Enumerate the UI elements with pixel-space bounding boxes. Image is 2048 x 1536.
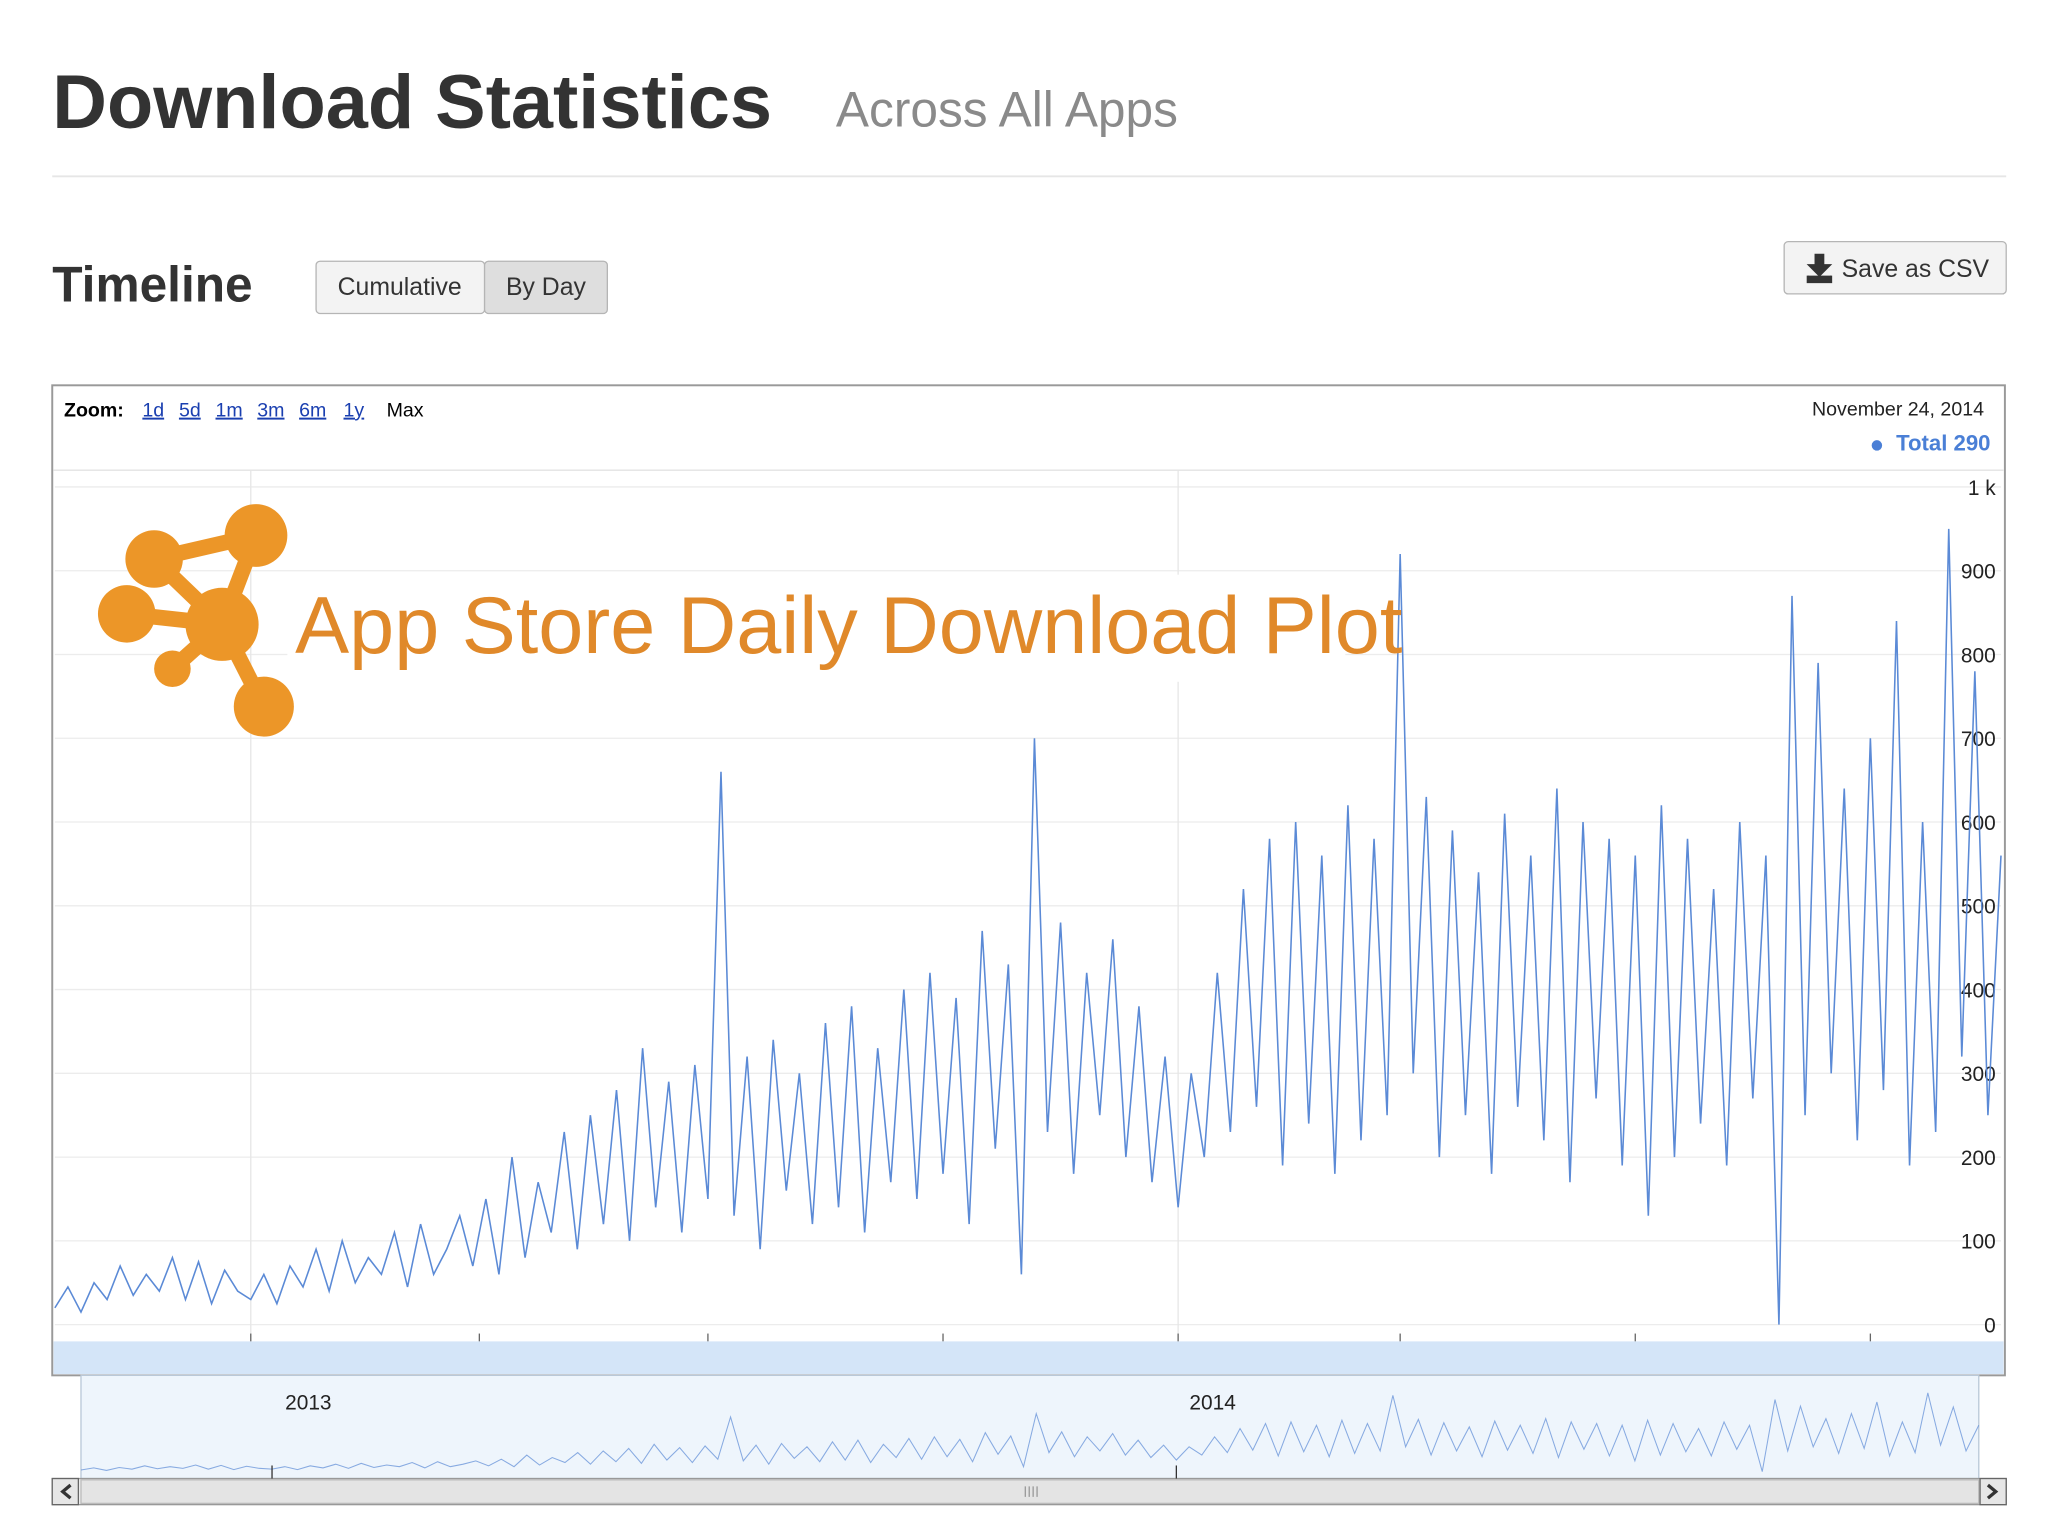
navigator-layer: 2013 2014 bbox=[80, 1391, 1980, 1479]
y-tick-label: 500 bbox=[1961, 896, 1996, 919]
y-tick-label: 1 k bbox=[1968, 477, 1996, 500]
y-tick-label: 800 bbox=[1961, 644, 1996, 667]
scroll-right-arrow bbox=[1986, 1483, 1999, 1500]
navigator-label: 2014 bbox=[1189, 1391, 1235, 1414]
zoom-option[interactable]: 6m bbox=[299, 400, 326, 422]
download-icon bbox=[1806, 253, 1833, 284]
scroll-right[interactable] bbox=[1979, 1477, 2007, 1506]
legend-value: 290 bbox=[1953, 431, 1990, 456]
tooltip-date: November 24, 2014 bbox=[1812, 398, 1984, 420]
scrollbar[interactable] bbox=[51, 1477, 2007, 1506]
page-subtitle: Across All Apps bbox=[836, 82, 1178, 138]
zoom-option[interactable]: 1d bbox=[142, 400, 164, 422]
series-line bbox=[54, 528, 2002, 1325]
scroll-left-arrow bbox=[60, 1483, 72, 1500]
y-tick-label: 200 bbox=[1961, 1147, 1996, 1170]
legend-dot bbox=[1871, 440, 1883, 451]
mode-label[interactable]: By Day bbox=[506, 274, 587, 301]
x-axis-band bbox=[53, 1341, 2004, 1375]
navigator-label: 2013 bbox=[285, 1391, 331, 1414]
zoom-option[interactable]: 1y bbox=[344, 400, 365, 422]
mode-label[interactable]: Cumulative bbox=[338, 274, 462, 301]
y-tick-label: 100 bbox=[1961, 1231, 1996, 1254]
zoom-option[interactable]: 5d bbox=[179, 400, 201, 422]
section-title: Timeline bbox=[52, 257, 252, 313]
mode-toggle: Cumulative By Day bbox=[315, 260, 608, 315]
page-title: Download Statistics bbox=[52, 60, 772, 145]
export-label[interactable]: Save as CSV bbox=[1842, 256, 1990, 283]
y-tick-label: 0 bbox=[1984, 1314, 1996, 1337]
y-tick-label: 400 bbox=[1961, 979, 1996, 1002]
zoom-option[interactable]: Max bbox=[387, 400, 424, 422]
zoom-label: Zoom: bbox=[64, 400, 124, 422]
watermark: App Store Daily Download Plot bbox=[97, 504, 1402, 737]
scrollbar-grip bbox=[1024, 1486, 1038, 1497]
watermark-bg bbox=[287, 574, 1346, 682]
watermark-text: App Store Daily Download Plot bbox=[295, 581, 1402, 671]
navigator-line bbox=[80, 1392, 1980, 1472]
chart-frame bbox=[51, 384, 2006, 1377]
legend-entry: Total bbox=[1896, 431, 1947, 456]
y-tick-label: 900 bbox=[1961, 561, 1996, 584]
watermark-logo-nodes bbox=[97, 504, 294, 737]
scroll-left[interactable] bbox=[51, 1477, 80, 1506]
export-button[interactable]: Save as CSV bbox=[1783, 240, 2007, 295]
zoom-option[interactable]: 3m bbox=[257, 400, 284, 422]
y-tick-label: 700 bbox=[1961, 728, 1996, 751]
navigator bbox=[80, 1374, 1980, 1480]
export-button-bg[interactable] bbox=[1783, 240, 2007, 295]
mode-button-active[interactable] bbox=[483, 260, 608, 315]
zoom-option[interactable]: 1m bbox=[216, 400, 243, 422]
